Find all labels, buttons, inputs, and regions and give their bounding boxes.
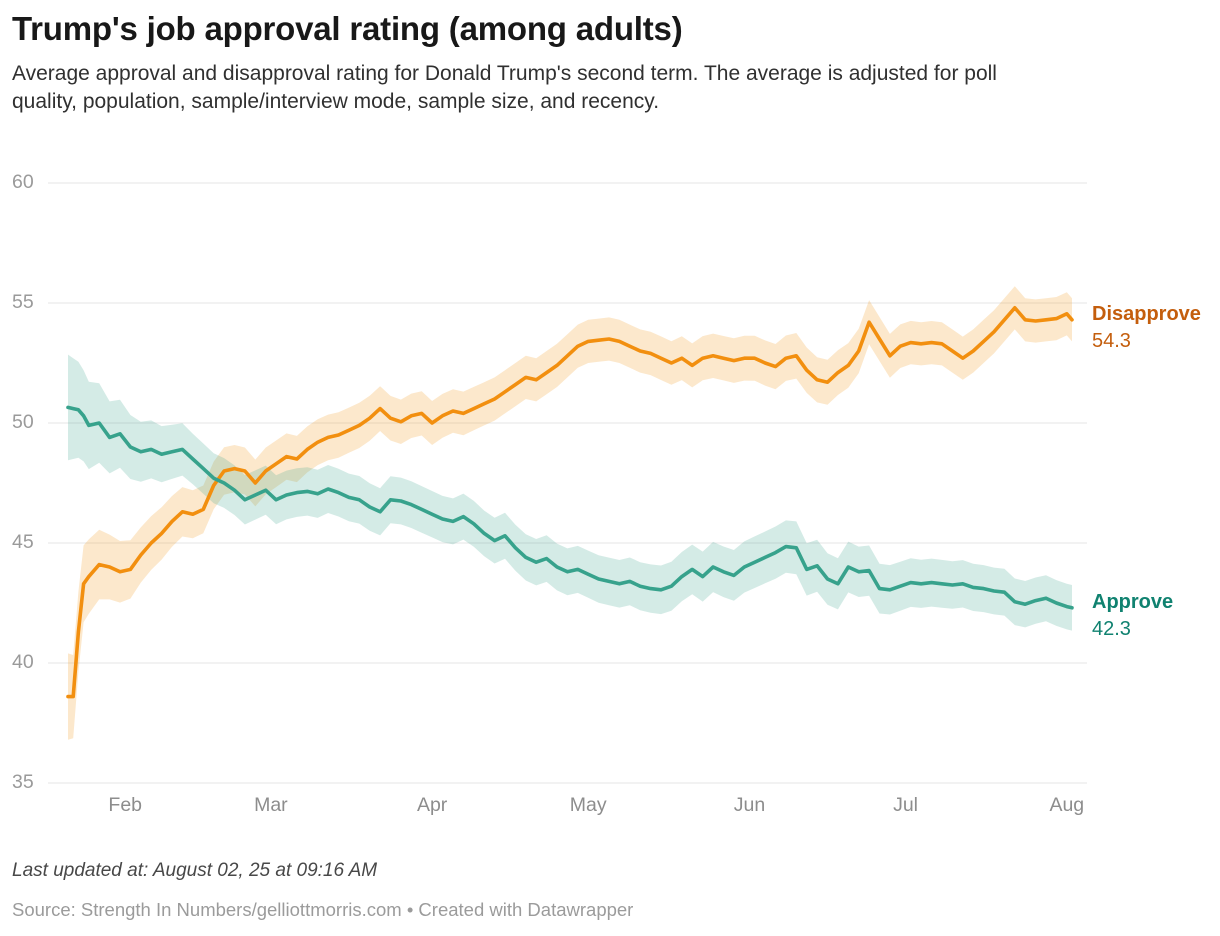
approve-label-text: Approve [1092,590,1174,613]
chart-subtitle: Average approval and disapproval rating … [12,62,997,114]
y-tick-55: 55 [12,291,34,313]
source-attribution: Source: Strength In Numbers/gelliottmorr… [12,899,634,920]
y-tick-40: 40 [12,651,34,673]
y-tick-60: 60 [12,171,34,193]
x-tick-feb: Feb [108,794,143,816]
x-tick-apr: Apr [416,794,448,816]
x-tick-may: May [569,794,607,816]
disapprove-label-text: Disapprove [1092,302,1201,325]
approve-series-label: Approve 42.3 [1092,592,1173,639]
disapprove-line [66,306,1074,699]
x-tick-jul: Jul [893,794,918,816]
x-tick-mar: Mar [254,794,288,816]
disapprove-series-label: Disapprove 54.3 [1092,304,1201,351]
x-tick-aug: Aug [1049,794,1085,816]
approve-line [66,405,1074,610]
y-tick-45: 45 [12,531,34,553]
approve-confidence-band [68,354,1072,631]
disapprove-end-value: 54.3 [1092,329,1131,352]
y-tick-50: 50 [12,411,34,433]
last-updated-note: Last updated at: August 02, 25 at 09:16 … [12,860,378,881]
y-tick-35: 35 [12,771,34,793]
approve-end-value: 42.3 [1092,617,1131,640]
chart-title: Trump's job approval rating (among adult… [12,10,683,47]
x-tick-jun: Jun [733,794,766,816]
disapprove-confidence-band [68,286,1072,740]
